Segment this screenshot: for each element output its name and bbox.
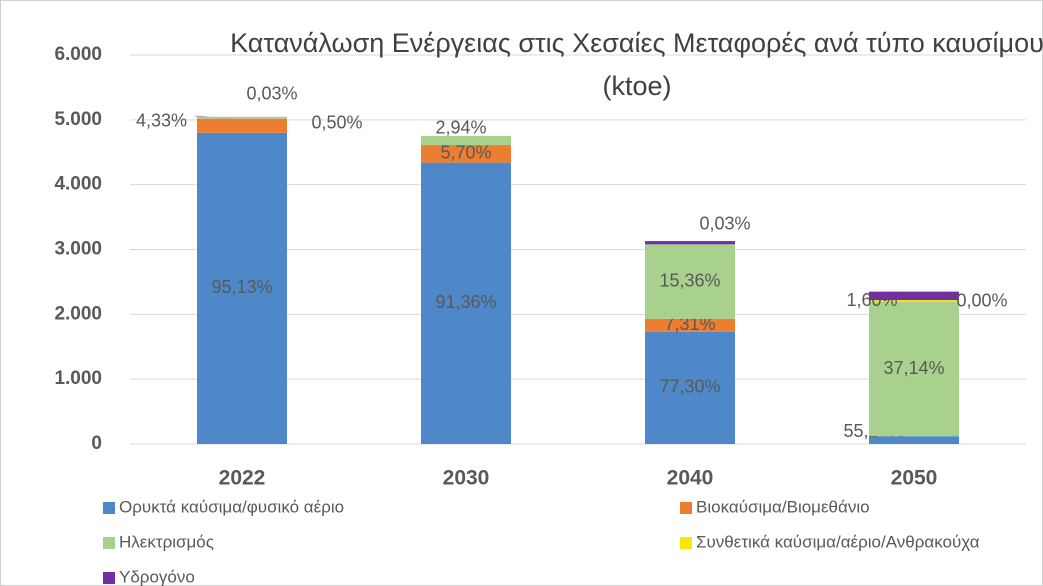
data-label: 15,36%: [659, 270, 720, 290]
x-tick-label: 2050: [891, 467, 938, 490]
legend-swatch: [103, 537, 115, 549]
legend-label: Βιοκαύσιμα/Βιομεθάνιο: [696, 497, 870, 516]
bar-segment: [869, 302, 959, 437]
bar-segment: [421, 145, 511, 163]
bar-segment: [869, 300, 959, 303]
y-tick-label: 4.000: [54, 174, 102, 195]
legend-label: Ηλεκτρισμός: [119, 532, 214, 551]
data-label: 2,94%: [435, 117, 486, 137]
legend-label: Ορυκτά καύσιμα/φυσικό αέριο: [119, 497, 344, 516]
bar-segment: [869, 436, 959, 444]
data-label: 0,03%: [246, 84, 297, 104]
data-label: 5,70%: [440, 143, 491, 163]
legend-label: Συνθετικά καύσιμα/αέριο/Ανθρακούχα: [696, 532, 980, 551]
x-tick-label: 2030: [443, 467, 490, 490]
data-label: 95,13%: [211, 277, 272, 297]
legend-swatch: [103, 502, 115, 514]
data-label: 37,14%: [883, 358, 944, 378]
y-tick-label: 6.000: [54, 44, 102, 65]
data-label: 0,50%: [311, 113, 362, 133]
bar-segment: [645, 244, 735, 319]
bar-segment: [421, 135, 511, 146]
bar-segment: [197, 118, 287, 133]
data-label: 77,30%: [659, 377, 720, 397]
bar-segment: [645, 241, 735, 245]
y-tick-label: 1.000: [54, 368, 102, 389]
bar-segment: [869, 291, 959, 301]
bar-segment: [645, 318, 735, 332]
y-tick-label: 2.000: [54, 303, 102, 324]
data-label: 0,00%: [956, 291, 1007, 311]
x-tick-label: 2022: [219, 467, 266, 490]
data-label: 4,33%: [136, 110, 187, 130]
data-label: 7,31%: [664, 314, 715, 334]
bar-segment: [645, 331, 735, 444]
legend-swatch: [680, 537, 692, 549]
data-label: 91,36%: [435, 292, 496, 312]
bar-segment: [421, 162, 511, 444]
legend-swatch: [680, 502, 692, 514]
y-tick-label: 0: [91, 433, 102, 454]
data-label: 0,03%: [699, 213, 750, 233]
y-tick-label: 5.000: [54, 109, 102, 130]
legend-swatch: [103, 572, 115, 584]
chart-title: Κατανάλωση Ενέργειας στις Χεσαίες Μεταφο…: [230, 28, 1043, 101]
bar-segment: [197, 132, 287, 445]
bar-segment: [197, 117, 287, 119]
y-tick-label: 3.000: [54, 239, 102, 260]
x-tick-label: 2040: [667, 467, 714, 490]
legend-label: Υδρογόνο: [119, 567, 195, 586]
